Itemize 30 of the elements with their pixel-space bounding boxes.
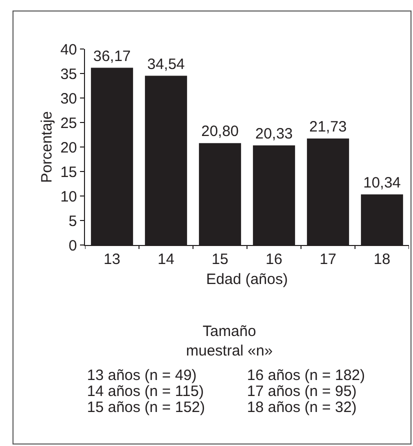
data-label: 36,17	[93, 48, 131, 65]
y-tick-label: 25	[60, 114, 77, 132]
y-tick-label: 35	[60, 66, 77, 83]
x-tick-label: 13	[104, 251, 120, 268]
y-tick-label: 15	[60, 164, 77, 181]
y-axis-title: Porcentaje	[38, 111, 56, 183]
y-tick-label: 30	[60, 90, 77, 108]
data-label: 21,73	[309, 118, 347, 136]
y-tick-label: 10	[60, 188, 77, 206]
x-tick-label: 17	[320, 251, 336, 268]
y-tick-label: 20	[60, 139, 77, 156]
data-label: 20,33	[255, 125, 293, 142]
x-tick-label: 18	[374, 251, 390, 268]
x-tick-label: 16	[266, 251, 282, 268]
y-tick-label: 40	[60, 41, 77, 58]
text: 16 años (n = 182)	[247, 367, 366, 384]
data-label: 10,34	[363, 174, 401, 192]
x-axis-title: Edad (años)	[206, 271, 288, 288]
text: 14 años (n = 115)	[87, 383, 204, 400]
data-label: 34,54	[147, 56, 185, 73]
text: 17 años (n = 95)	[247, 383, 357, 400]
x-tick-label: 14	[158, 251, 174, 268]
data-label: 20,80	[201, 123, 239, 140]
y-tick-label: 0	[68, 237, 77, 254]
text: 15 años (n = 152)	[87, 399, 206, 416]
x-tick-label: 15	[212, 251, 228, 268]
y-tick-label: 5	[68, 212, 77, 230]
text: 13 años (n = 49)	[87, 367, 197, 384]
text: Tamaño muestral «n»	[186, 323, 273, 360]
text: 18 años (n = 32)	[247, 399, 357, 416]
